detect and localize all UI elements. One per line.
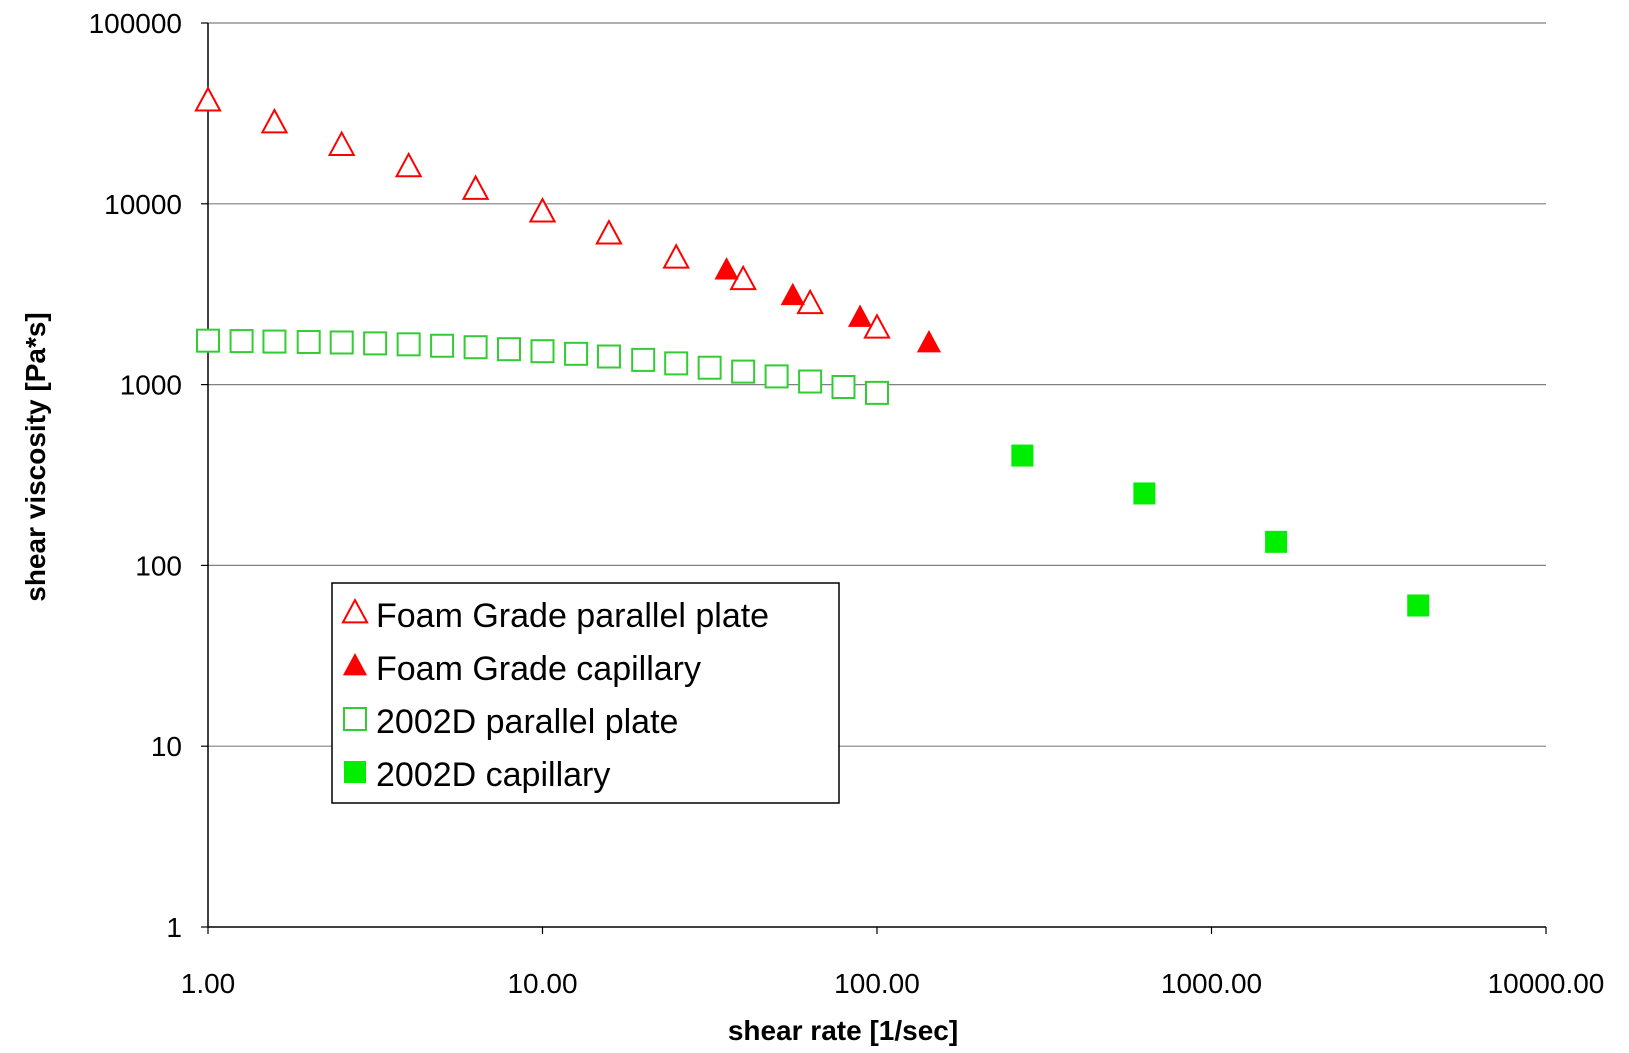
data-point-triangle-open xyxy=(394,151,423,178)
data-point-square-open xyxy=(530,339,555,364)
x-axis-title: shear rate [1/sec] xyxy=(728,1015,958,1046)
data-point-triangle-open xyxy=(662,243,690,269)
x-tick-label: 1000.00 xyxy=(1161,968,1262,999)
data-point-triangle-filled xyxy=(780,282,805,306)
data-point-square-open xyxy=(363,331,388,356)
data-point-square-filled xyxy=(1011,444,1034,467)
data-point-triangle-filled xyxy=(847,304,873,327)
y-tick-label: 1 xyxy=(166,912,182,943)
data-point-square-open xyxy=(865,380,889,405)
legend-marker xyxy=(341,597,369,624)
data-point-square-open xyxy=(296,330,321,355)
data-point-triangle-filled xyxy=(916,329,942,353)
y-tick-label: 1000 xyxy=(120,370,182,401)
legend-marker xyxy=(344,761,366,783)
legend-box xyxy=(331,582,840,804)
data-point-square-open xyxy=(596,344,621,369)
x-tick-label: 10.00 xyxy=(507,968,577,999)
data-point-square-open xyxy=(798,369,823,394)
legend: Foam Grade parallel plate Foam Grade capi… xyxy=(331,582,840,804)
data-point-triangle-open xyxy=(796,288,824,315)
x-tick-label: 100.00 xyxy=(834,968,920,999)
legend-marker xyxy=(342,653,368,676)
x-tick-label: 10000.00 xyxy=(1488,968,1605,999)
data-point-square-open xyxy=(564,341,589,366)
y-tick-label: 100 xyxy=(135,550,182,581)
data-point-square-open xyxy=(329,330,354,355)
data-point-triangle-open xyxy=(194,86,222,112)
data-point-triangle-open xyxy=(528,197,557,223)
data-point-square-open xyxy=(463,335,488,360)
data-point-square-open xyxy=(196,328,220,353)
data-point-square-open xyxy=(496,337,521,362)
data-point-square-filled xyxy=(1407,594,1430,617)
data-point-triangle-open xyxy=(327,130,356,156)
y-axis-title: shear viscosity [Pa*s] xyxy=(20,312,51,602)
y-tick-label: 10000 xyxy=(104,189,182,220)
legend-label: 2002D capillary xyxy=(376,756,610,794)
x-tick-label: 1.00 xyxy=(181,968,236,999)
data-point-triangle-filled xyxy=(714,257,739,280)
data-point-square-filled xyxy=(1265,530,1288,553)
y-tick-label: 100000 xyxy=(89,8,182,39)
data-point-square-open xyxy=(697,355,722,380)
y-tick-label: 10 xyxy=(151,731,182,762)
data-point-square-open xyxy=(631,347,656,372)
data-point-square-open xyxy=(731,359,756,384)
x-tick-labels: 1.00 10.00 100.00 1000.00 10000.00 xyxy=(181,968,1605,999)
data-point-square-open xyxy=(430,333,455,358)
data-point-square-filled xyxy=(1133,482,1156,505)
data-point-square-open xyxy=(262,329,287,354)
y-tick-labels: 1 10 100 1000 10000 100000 xyxy=(89,8,182,943)
data-marks xyxy=(194,86,1430,617)
data-point-square-open xyxy=(229,329,254,354)
data-point-triangle-open xyxy=(260,107,289,134)
axes xyxy=(201,22,1547,934)
data-point-square-open xyxy=(831,374,856,399)
data-point-triangle-open xyxy=(595,219,623,245)
data-point-square-open xyxy=(764,364,789,389)
legend-label: 2002D parallel plate xyxy=(376,703,678,741)
data-point-square-open xyxy=(396,332,421,357)
data-point-square-open xyxy=(664,351,689,376)
legend-label: Foam Grade capillary xyxy=(376,650,701,688)
legend-marker xyxy=(343,707,367,731)
legend-label: Foam Grade parallel plate xyxy=(376,597,769,635)
data-point-triangle-open xyxy=(461,174,490,200)
